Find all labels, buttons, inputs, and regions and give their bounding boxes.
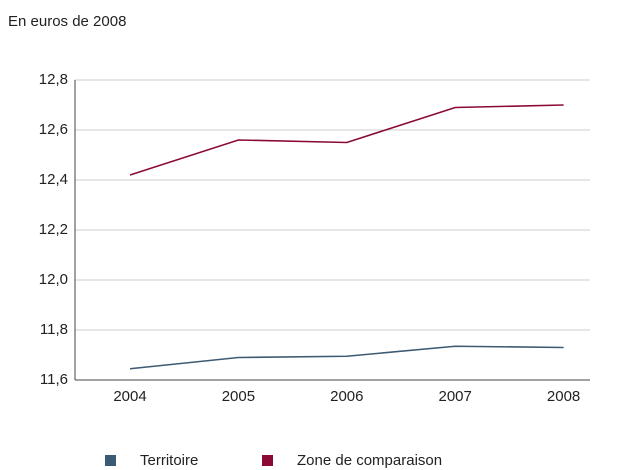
legend-label: Zone de comparaison <box>297 452 442 469</box>
x-tick-label: 2007 <box>439 388 472 405</box>
x-tick-label: 2008 <box>547 388 580 405</box>
y-tick-label: 12,4 <box>39 171 68 188</box>
x-tick-label: 2006 <box>330 388 363 405</box>
series-line <box>129 345 564 370</box>
series-line <box>129 104 564 176</box>
chart-subtitle: En euros de 2008 <box>8 13 126 30</box>
legend-swatch <box>262 455 273 466</box>
x-tick-label: 2004 <box>113 388 146 405</box>
y-tick-label: 12,2 <box>39 221 68 238</box>
x-tick-label: 2005 <box>222 388 255 405</box>
legend-label: Territoire <box>140 452 198 469</box>
y-tick-label: 12,6 <box>39 121 68 138</box>
y-tick-label: 12,8 <box>39 71 68 88</box>
legend-swatch <box>105 455 116 466</box>
y-tick-label: 11,8 <box>40 321 68 338</box>
y-tick-label: 12,0 <box>39 271 68 288</box>
y-tick-label: 11,6 <box>40 371 68 388</box>
